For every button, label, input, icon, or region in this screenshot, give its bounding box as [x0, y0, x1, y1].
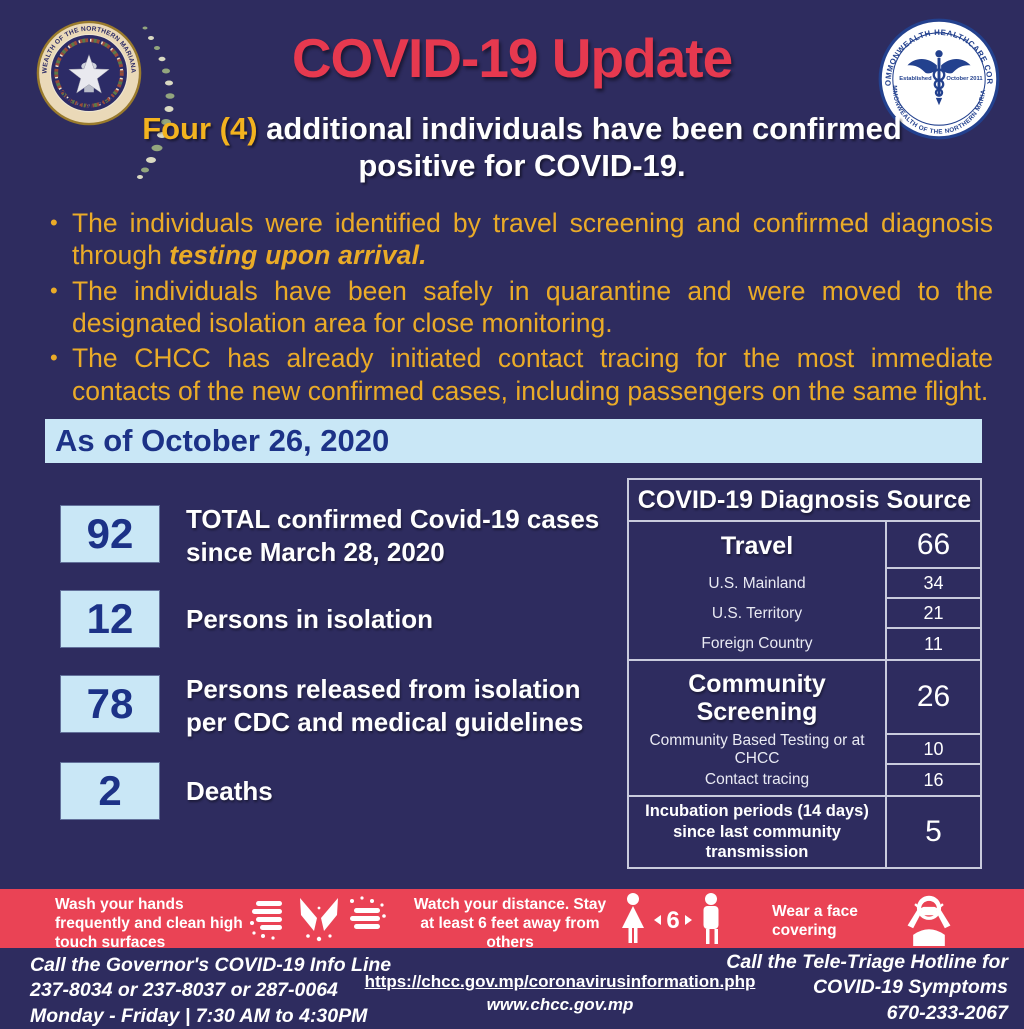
bullet-item: The CHCC has already initiated contact t…: [48, 342, 993, 407]
row-label: Foreign Country: [701, 635, 813, 652]
row-label: Contact tracing: [704, 771, 810, 788]
distance-number: 6: [666, 907, 679, 934]
page-title: COVID-19 Update: [291, 27, 733, 89]
cnmi-seal-logo: COMMONWEALTH OF THE NORTHERN MARIANA ISL…: [36, 20, 142, 126]
stat-label: Persons in isolation: [186, 604, 434, 634]
stat-value-box: 12: [60, 590, 160, 648]
row-label: U.S. Territory: [711, 605, 803, 622]
guidance-text-distance: Watch your distance. Stay at least 6 fee…: [413, 896, 607, 951]
date-banner: As of October 26, 2020: [45, 419, 982, 463]
table-row: Contact tracing 16: [629, 765, 980, 795]
chcc-logo: COMMONWEALTH HEALTHCARE CORP. COMMONWEAL…: [876, 16, 1000, 140]
bullet-emphasis: testing upon arrival.: [169, 240, 427, 271]
row-label: U.S. Mainland: [708, 575, 806, 592]
table-title: COVID-19 Diagnosis Source: [629, 480, 980, 522]
bullet-text: The CHCC has already initiated contact t…: [72, 343, 993, 406]
row-value: 10: [885, 735, 980, 765]
info-line-2: 237-8034 or 237-8037 or 287-0064: [30, 979, 338, 1002]
row-label: Travel: [720, 531, 794, 560]
guidance-band: Wash your hands frequently and clean hig…: [0, 889, 1024, 951]
guidance-text-mask: Wear a face covering: [772, 903, 858, 939]
stat-value-box: 2: [60, 762, 160, 820]
triage-line-3: 670-233-2067: [886, 1001, 1008, 1024]
subtitle-rest: additional individuals have been confirm…: [257, 111, 902, 184]
triage-line-1: Call the Tele-Triage Hotline for: [726, 951, 1008, 973]
diagnosis-table: COVID-19 Diagnosis Source Travel 66 U.S.…: [627, 478, 982, 869]
face-mask-icon: [907, 895, 951, 946]
row-value: 26: [885, 661, 980, 735]
row-value: 5: [885, 797, 980, 867]
table-row: Incubation periods (14 days) since last …: [629, 795, 980, 867]
row-label: Incubation periods (14 days) since last …: [645, 802, 869, 862]
table-row: Travel 66: [629, 522, 980, 569]
stat-label: Persons released from isolation per CDC …: [186, 674, 584, 738]
bullet-text: The individuals have been safely in quar…: [72, 275, 993, 338]
guidance-text-wash: Wash your hands frequently and clean hig…: [55, 896, 243, 951]
stat-value-box: 78: [60, 675, 160, 733]
row-value: 34: [885, 569, 980, 599]
bullet-list: The individuals were identified by trave…: [48, 207, 993, 410]
row-value: 16: [885, 765, 980, 795]
distance-icon: 6: [622, 893, 719, 944]
row-label: Community Based Testing or at CHCC: [649, 732, 865, 767]
governor-info-line: Call the Governor's COVID-19 Info Line 2…: [30, 953, 391, 1029]
bullet-text: The individuals were identified by trave…: [72, 208, 993, 271]
table-row: Community Screening 26: [629, 659, 980, 735]
islands-arc: [137, 26, 175, 179]
row-label: Community Screening: [688, 670, 826, 726]
subtitle-highlight: Four (4): [142, 111, 258, 146]
row-value: 21: [885, 599, 980, 629]
footer-links: https://chcc.gov.mp/coronavirusinformati…: [330, 972, 790, 1015]
row-value: 66: [885, 522, 980, 569]
table-row: U.S. Territory 21: [629, 599, 980, 629]
tele-triage-hotline: Call the Tele-Triage Hotline for COVID-1…: [726, 950, 1008, 1026]
info-line-3: Monday - Friday | 7:30 AM to 4:30PM: [30, 1004, 368, 1027]
stat-label: TOTAL confirmed Covid-19 cases since Mar…: [186, 504, 600, 568]
wash-hands-icon: [250, 896, 386, 942]
chcc-established-right: October 2011: [946, 76, 983, 82]
website-url: www.chcc.gov.mp: [486, 995, 634, 1014]
table-row: U.S. Mainland 34: [629, 569, 980, 599]
seal-star: [68, 53, 110, 94]
table-row: Community Based Testing or at CHCC 10: [629, 732, 980, 767]
row-value: 11: [885, 629, 980, 659]
bullet-item: The individuals have been safely in quar…: [48, 275, 993, 340]
info-line-1: Call the Governor's COVID-19 Info Line: [30, 954, 392, 976]
stat-value-box: 92: [60, 505, 160, 563]
chcc-established-left: Established: [899, 76, 932, 82]
page-subtitle: Four (4) additional individuals have bee…: [122, 110, 922, 184]
table-row: Foreign Country 11: [629, 629, 980, 659]
person-male: [703, 893, 719, 944]
person-female: [622, 893, 644, 943]
triage-line-2: COVID-19 Symptoms: [812, 976, 1008, 999]
bullet-item: The individuals were identified by trave…: [48, 207, 993, 272]
caduceus-icon: [907, 50, 971, 106]
coronavirus-info-link[interactable]: https://chcc.gov.mp/coronavirusinformati…: [364, 972, 756, 991]
stat-label: Deaths: [186, 776, 273, 806]
